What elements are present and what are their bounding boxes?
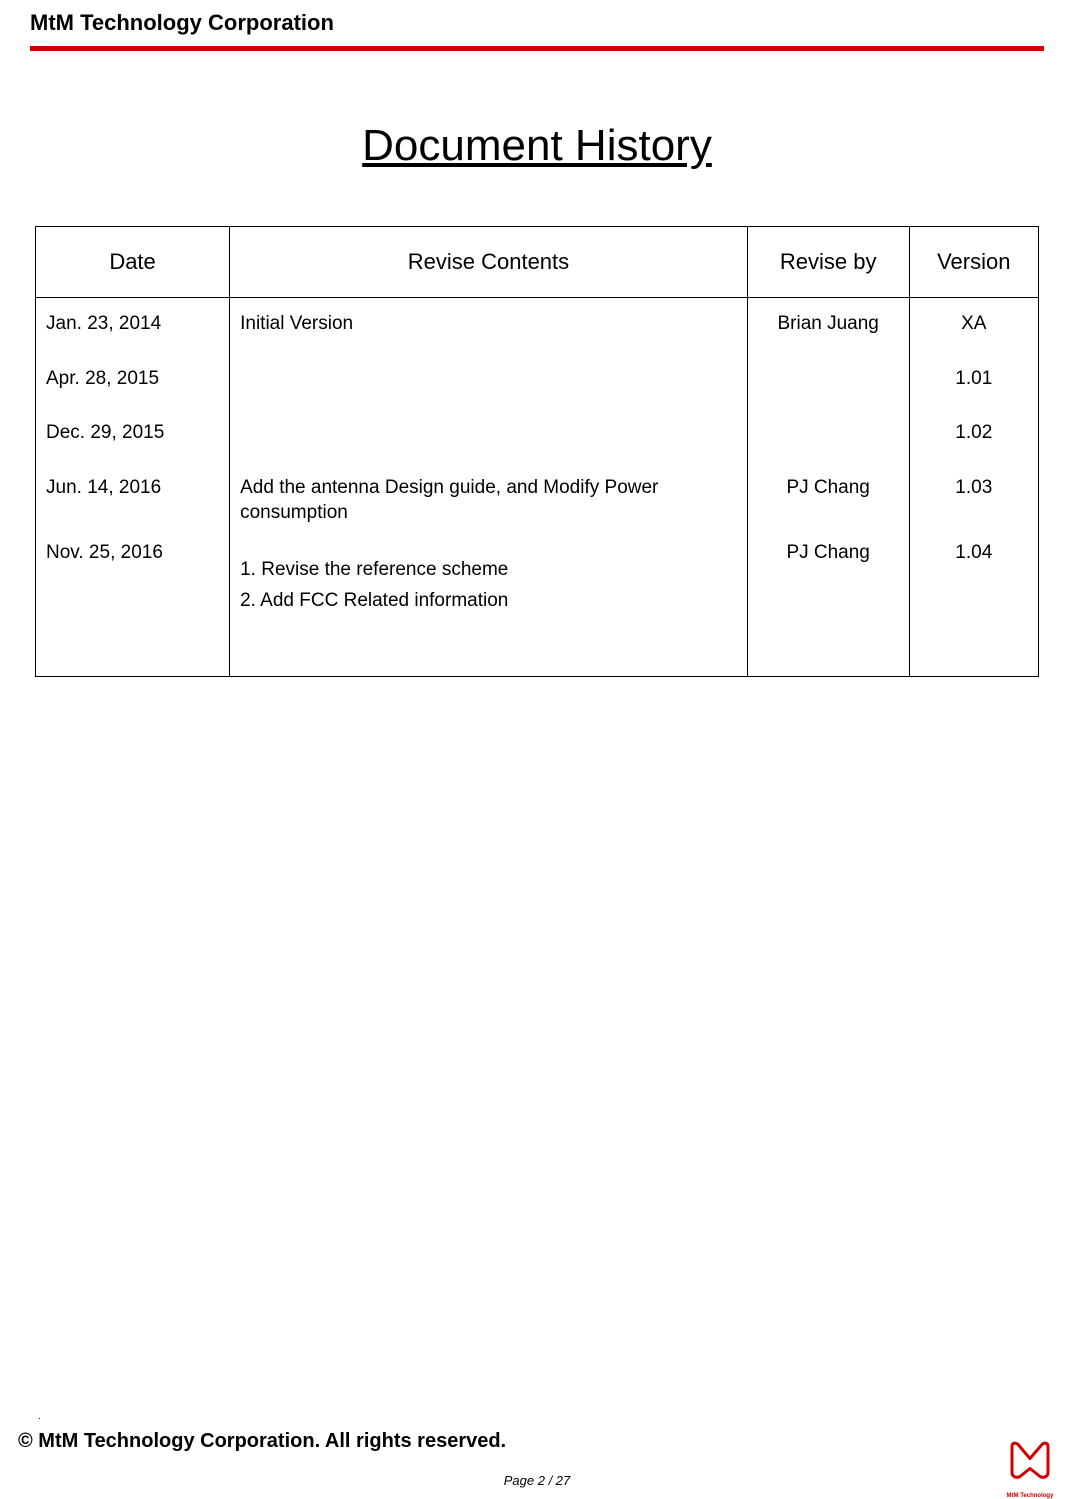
date-column-body: Jan. 23, 2014 Apr. 28, 2015 Dec. 29, 201… bbox=[36, 298, 230, 677]
page-footer: . © MtM Technology Corporation. All righ… bbox=[10, 1411, 1074, 1453]
company-name: MtM Technology Corporation bbox=[30, 10, 1044, 36]
cell-version: XA bbox=[920, 312, 1028, 337]
cell-date: Apr. 28, 2015 bbox=[46, 367, 219, 392]
cell-contents: 1. Revise the reference scheme2. Add FCC… bbox=[240, 555, 737, 616]
copyright-text: © MtM Technology Corporation. All rights… bbox=[10, 1430, 1074, 1453]
cell-version: 1.04 bbox=[920, 541, 1028, 566]
logo-caption: MtM Technology bbox=[1006, 1493, 1054, 1499]
cell-by bbox=[758, 367, 899, 392]
document-title: Document History bbox=[0, 121, 1074, 171]
cell-version: 1.01 bbox=[920, 367, 1028, 392]
cell-date: Nov. 25, 2016 bbox=[46, 541, 219, 566]
cell-contents: Add the antenna Design guide, and Modify… bbox=[240, 476, 737, 525]
cell-date: Jun. 14, 2016 bbox=[46, 476, 219, 501]
cell-version: 1.03 bbox=[920, 476, 1028, 501]
cell-contents: Initial Version bbox=[240, 312, 737, 337]
col-header-date: Date bbox=[36, 227, 230, 298]
company-logo: MtM Technology bbox=[1006, 1433, 1054, 1488]
col-header-version: Version bbox=[909, 227, 1038, 298]
contents-column-body: Initial Version Add the antenna Design g… bbox=[230, 298, 748, 677]
cell-contents bbox=[240, 421, 737, 446]
by-column-body: Brian Juang PJ Chang PJ Chang bbox=[747, 298, 909, 677]
logo-icon bbox=[1006, 1433, 1054, 1488]
table-body-row: Jan. 23, 2014 Apr. 28, 2015 Dec. 29, 201… bbox=[36, 298, 1039, 677]
table-header-row: Date Revise Contents Revise by Version bbox=[36, 227, 1039, 298]
cell-by: Brian Juang bbox=[758, 312, 899, 337]
col-header-by: Revise by bbox=[747, 227, 909, 298]
cell-by: PJ Chang bbox=[758, 541, 899, 566]
cell-contents bbox=[240, 367, 737, 392]
page-number: Page 2 / 27 bbox=[0, 1473, 1074, 1488]
history-table: Date Revise Contents Revise by Version J… bbox=[35, 226, 1039, 677]
cell-version: 1.02 bbox=[920, 421, 1028, 446]
col-header-contents: Revise Contents bbox=[230, 227, 748, 298]
version-column-body: XA 1.01 1.02 1.03 1.04 bbox=[909, 298, 1038, 677]
cell-date: Dec. 29, 2015 bbox=[46, 421, 219, 446]
page-header: MtM Technology Corporation bbox=[0, 0, 1074, 42]
footer-dot: . bbox=[10, 1411, 1074, 1422]
cell-by: PJ Chang bbox=[758, 476, 899, 501]
cell-date: Jan. 23, 2014 bbox=[46, 312, 219, 337]
cell-by bbox=[758, 421, 899, 446]
header-rule bbox=[30, 46, 1044, 51]
